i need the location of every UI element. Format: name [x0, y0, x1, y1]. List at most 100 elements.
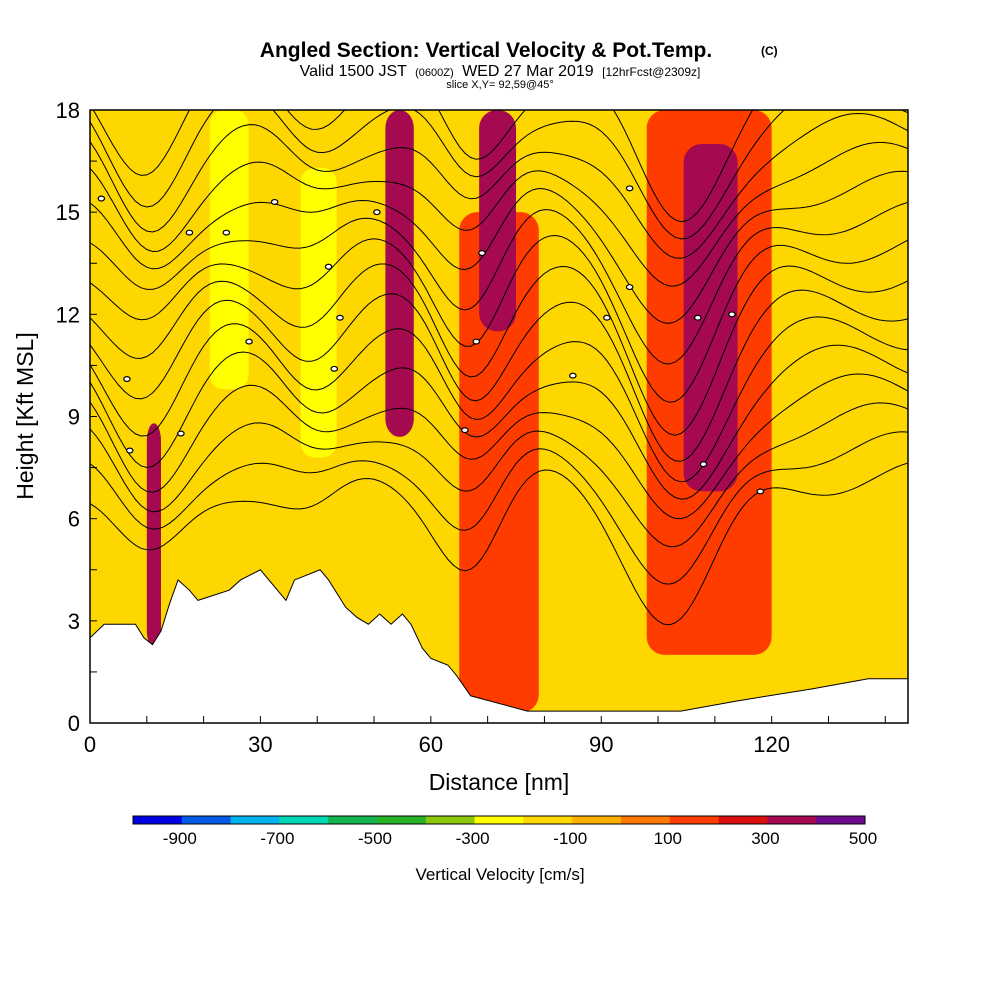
isotherm-label-marker	[472, 338, 481, 345]
y-tick-label: 0	[68, 711, 80, 736]
isotherm-label-marker	[336, 314, 344, 321]
isotherm-line	[90, 402, 908, 548]
colorbar-tick-label: 500	[849, 829, 877, 848]
isotherm-label-marker	[330, 365, 339, 372]
subtitle-forecast: [12hrFcst@2309z]	[602, 65, 700, 79]
subtitle-valid: Valid 1500 JST	[300, 63, 408, 80]
colorbar-tick-label: -500	[358, 829, 392, 848]
colorbar-swatch	[621, 816, 671, 824]
isotherm-label-marker	[177, 430, 185, 437]
chart-title: Angled Section: Vertical Velocity & Pot.…	[260, 39, 712, 62]
updraft-band	[385, 110, 414, 437]
x-axis: 0 30 60 90 120	[84, 716, 886, 757]
isotherm-line	[90, 170, 908, 324]
colorbar-tick-label: -700	[260, 829, 294, 848]
isotherm-label-marker	[123, 376, 131, 383]
isotherm-line	[90, 462, 908, 626]
x-axis-label: Distance [nm]	[429, 769, 570, 795]
y-tick-label: 3	[68, 609, 80, 634]
colorbar-swatch	[474, 816, 524, 824]
isotherm-line	[90, 110, 908, 240]
isotherm-label-marker	[324, 263, 333, 270]
colorbar-label: Vertical Velocity [cm/s]	[415, 865, 584, 884]
isotherm-line	[90, 316, 908, 483]
x-tick-label: 0	[84, 732, 96, 757]
downdraft-band	[217, 120, 241, 380]
colorbar-frame	[132, 815, 866, 825]
colorbar-swatch	[816, 816, 866, 824]
isotherm-label-marker	[694, 314, 702, 321]
isotherm-line	[92, 110, 754, 223]
colorbar-swatch	[230, 816, 280, 824]
updraft-band	[146, 423, 162, 649]
isotherm-label-marker	[699, 461, 708, 468]
updraft-band	[683, 144, 738, 492]
isotherm-line	[90, 234, 908, 403]
isotherm-label-marker	[603, 314, 611, 321]
colorbar-swatch	[328, 816, 378, 824]
isotherm-label-marker	[373, 209, 381, 216]
y-axis-label: Height [Kft MSL]	[12, 332, 38, 499]
isotherm-line	[90, 263, 908, 436]
colorbar-tick-label: -900	[163, 829, 197, 848]
colorbar-tick-label: -300	[456, 829, 490, 848]
colorbar-tick-label: -100	[553, 829, 587, 848]
chart-subtitle: Valid 1500 JST (0600Z) WED 27 Mar 2019 […	[300, 63, 701, 80]
slice-label: slice X,Y= 92,59@45°	[446, 79, 554, 91]
isotherm-label-marker	[478, 250, 486, 257]
isotherm-label-marker	[569, 372, 577, 379]
x-tick-label: 120	[753, 732, 790, 757]
isotherm-label-marker	[185, 229, 194, 236]
colorbar-swatch	[718, 816, 768, 824]
y-tick-label: 12	[56, 302, 80, 327]
isotherm-label-marker	[625, 284, 634, 291]
colorbar-swatch	[669, 816, 720, 824]
isotherm-label-marker	[625, 185, 634, 192]
colorbar-swatch	[279, 816, 329, 824]
colorbar-tick-label: 300	[751, 829, 779, 848]
isotherm-line	[90, 289, 908, 462]
y-tick-label: 18	[56, 98, 80, 123]
subtitle-utc: (0600Z)	[415, 67, 454, 79]
isotherm-label-marker	[97, 195, 106, 202]
colorbar-swatch	[767, 816, 817, 824]
y-tick-label: 9	[68, 405, 80, 430]
colorbar-swatch	[181, 816, 232, 824]
isotherm-label-marker	[728, 311, 736, 318]
subtitle-date: WED 27 Mar 2019	[462, 63, 594, 80]
downdraft-band	[308, 177, 329, 448]
colorbar-swatch	[523, 816, 573, 824]
isotherm-line	[90, 373, 908, 520]
x-tick-label: 60	[419, 732, 443, 757]
velocity-bands	[146, 110, 772, 713]
colorbar-tick-label: 100	[654, 829, 682, 848]
plot-area	[90, 110, 908, 723]
x-tick-label: 90	[589, 732, 613, 757]
colorbar-swatch	[425, 816, 476, 824]
colorbar-swatch	[572, 816, 622, 824]
isotherm-line	[90, 112, 908, 259]
isotherm-line	[90, 201, 908, 365]
terrain	[90, 569, 908, 723]
isotherm-line	[90, 141, 908, 287]
updraft-band	[459, 212, 539, 713]
isotherm-label-marker	[125, 447, 134, 454]
y-tick-label: 15	[56, 200, 80, 225]
y-tick-label: 6	[68, 507, 80, 532]
isotherm-label-marker	[245, 338, 253, 345]
x-tick-label: 30	[248, 732, 272, 757]
isotherm-labels	[97, 185, 765, 495]
isotherm-label-marker	[270, 198, 279, 205]
colorbar-swatch	[133, 816, 183, 824]
colorbar-swatch	[377, 816, 427, 824]
updraft-band	[479, 110, 517, 332]
isotherm-label-marker	[756, 488, 765, 495]
y-axis: 0 3 6 9 12 15 18	[56, 98, 97, 736]
isotherm-label-marker	[222, 229, 231, 236]
isotherm-label-marker	[461, 427, 469, 434]
isotherm-line	[90, 344, 908, 500]
colorbar: -900 -700 -500 -300 -100 100 300 500	[132, 815, 877, 848]
isotherm-line	[90, 431, 908, 585]
theta-isotherms	[90, 110, 908, 626]
